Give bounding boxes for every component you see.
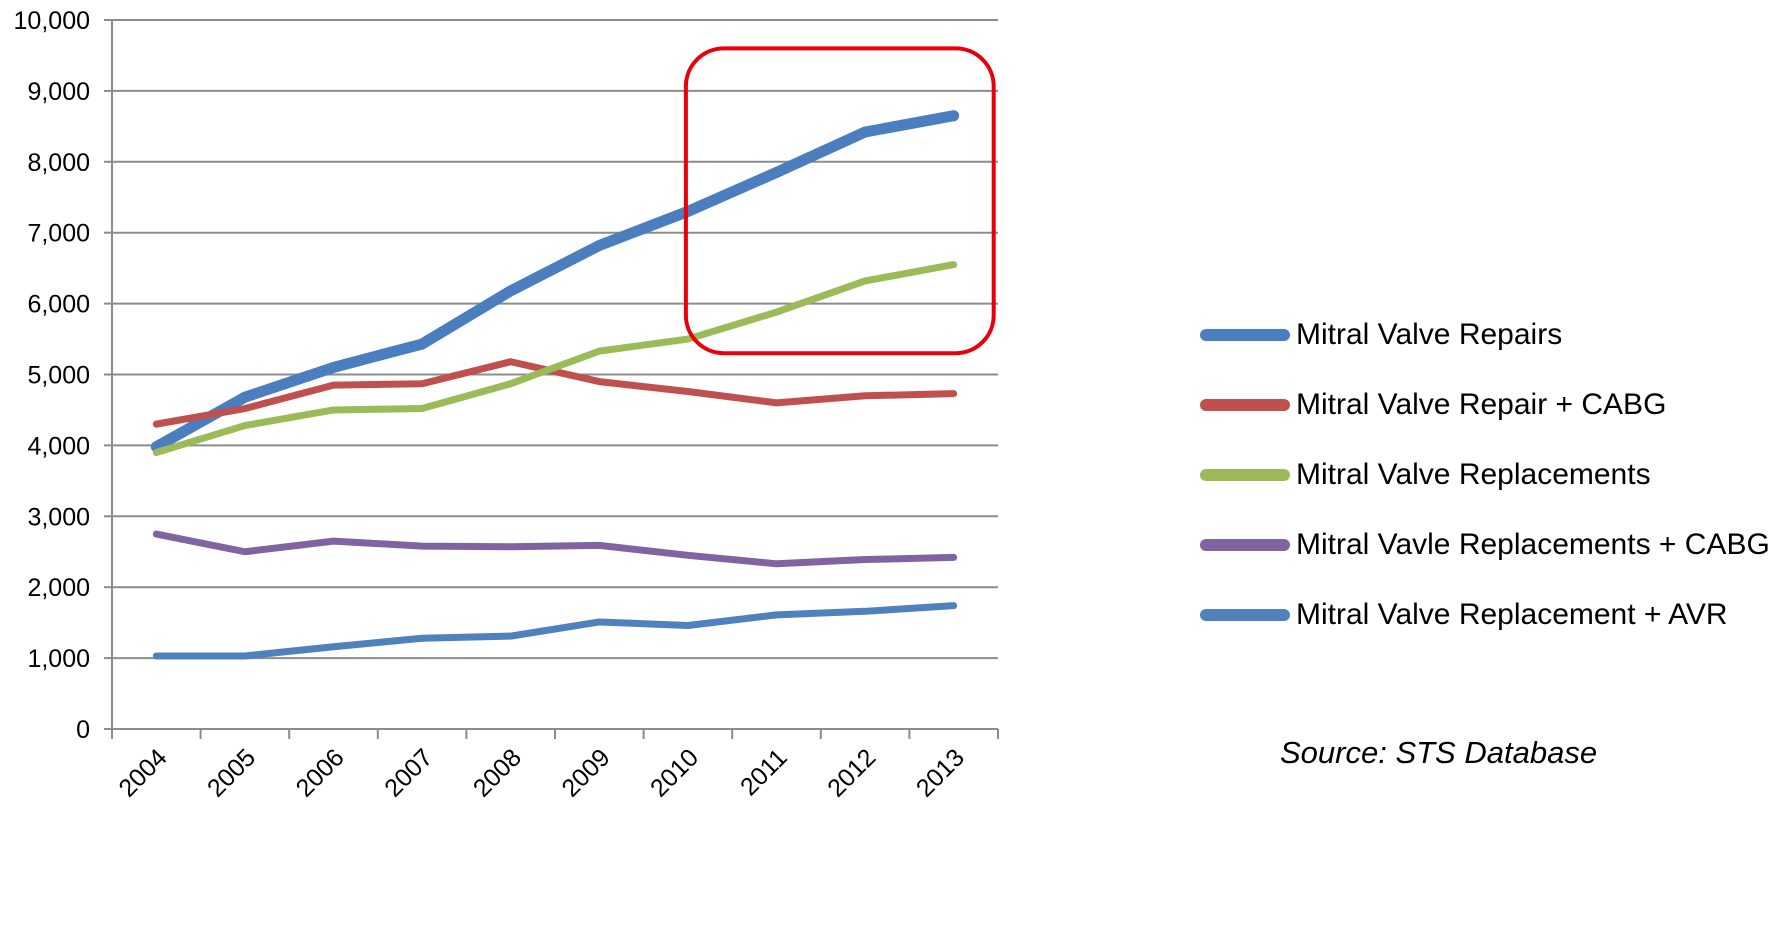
highlight-annotation — [683, 46, 996, 356]
x-tick-label: 2011 — [735, 743, 793, 801]
series-mitral-valve-repairs — [150, 110, 960, 453]
y-tick-label: 6,000 — [27, 291, 90, 319]
series-replacement-avr — [152, 602, 958, 660]
legend-item: Mitral Valve Repairs — [1200, 300, 1770, 370]
legend-label-mitral-valve-repairs: Mitral Valve Repairs — [1296, 318, 1563, 351]
legend-label-repair-cabg: Mitral Valve Repair + CABG — [1296, 388, 1667, 421]
y-tick-label: 3,000 — [27, 503, 90, 531]
legend-label-replacements: Mitral Valve Replacements — [1296, 458, 1651, 491]
x-tick-labels: 2004 2005 2006 2007 2008 2009 2010 2011 2012 2013 — [113, 743, 970, 802]
y-tick-label: 9,000 — [27, 78, 90, 106]
legend-item: Mitral Valve Replacement + AVR — [1200, 580, 1770, 650]
legend-swatch-repair-cabg — [1200, 399, 1290, 411]
y-tick-label: 4,000 — [27, 432, 90, 460]
series-repair-cabg — [152, 358, 958, 428]
series-replacements — [152, 261, 958, 456]
legend-item: Mitral Valve Repair + CABG — [1200, 370, 1770, 440]
y-tick-label: 5,000 — [27, 362, 90, 390]
y-tick-label: 2,000 — [27, 574, 90, 602]
y-tick-labels: 0 1,000 2,000 3,000 4,000 5,000 6,000 7,000 8,00… — [14, 7, 90, 744]
y-tick-label: 7,000 — [27, 220, 90, 248]
x-tick-label: 2006 — [291, 743, 350, 802]
legend-swatch-replacement-avr — [1200, 609, 1290, 621]
y-tick-label: 8,000 — [27, 149, 90, 177]
y-tick-label: 1,000 — [27, 645, 90, 673]
x-tick-label: 2013 — [911, 743, 970, 802]
x-tick-label: 2009 — [556, 743, 615, 802]
x-tick-label: 2008 — [468, 743, 527, 802]
source-note: Source: STS Database — [1280, 735, 1598, 770]
series-replacements-cabg — [152, 530, 958, 568]
x-tick-label: 2012 — [822, 743, 881, 802]
legend-item: Mitral Vavle Replacements + CABG — [1200, 510, 1770, 580]
x-tick-label: 2005 — [202, 743, 261, 802]
legend-label-replacement-avr: Mitral Valve Replacement + AVR — [1296, 598, 1728, 631]
legend-swatch-replacements — [1200, 469, 1290, 481]
axes — [104, 19, 999, 739]
x-tick-label: 2010 — [645, 743, 704, 802]
y-tick-label: 10,000 — [14, 7, 90, 35]
x-tick-label: 2004 — [113, 743, 172, 802]
legend-swatch-replacements-cabg — [1200, 539, 1290, 551]
highlight-rectangle — [683, 46, 996, 356]
series-lines — [150, 110, 960, 660]
legend: Mitral Valve Repairs Mitral Valve Repair… — [1200, 300, 1770, 650]
x-tick-label: 2007 — [379, 743, 438, 802]
legend-item: Mitral Valve Replacements — [1200, 440, 1770, 510]
y-tick-label: 0 — [76, 716, 90, 744]
legend-swatch-mitral-valve-repairs — [1200, 329, 1290, 341]
legend-label-replacements-cabg: Mitral Vavle Replacements + CABG — [1296, 528, 1770, 561]
